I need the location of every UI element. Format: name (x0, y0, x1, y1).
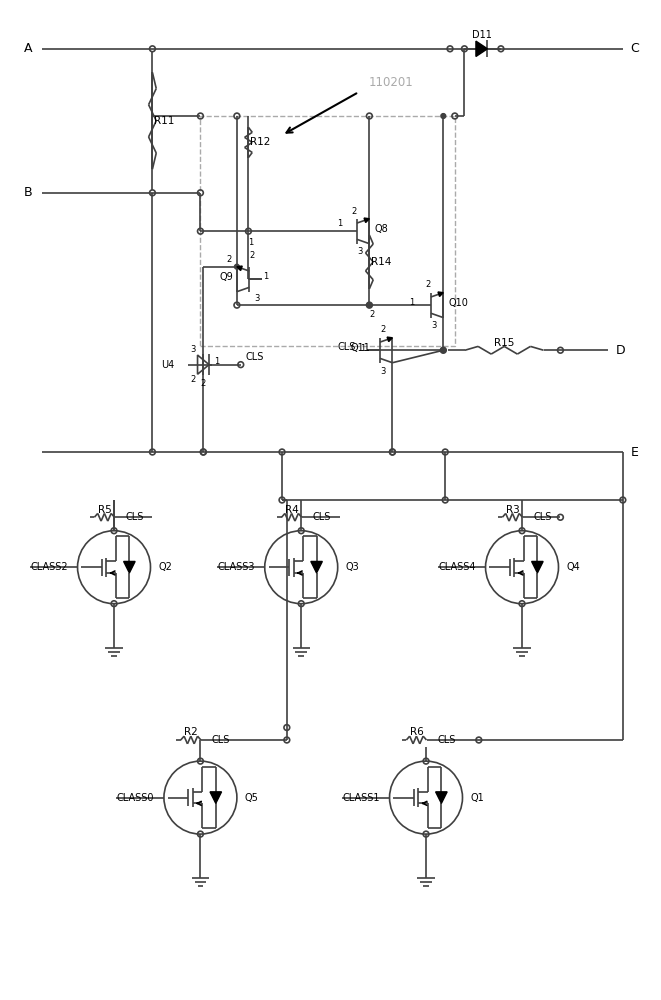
Text: 1: 1 (360, 344, 366, 353)
Polygon shape (531, 561, 543, 573)
Polygon shape (124, 561, 135, 573)
Text: CLASS3: CLASS3 (217, 562, 255, 572)
Text: 2: 2 (250, 251, 255, 260)
Text: CLASS4: CLASS4 (438, 562, 476, 572)
Polygon shape (438, 292, 444, 296)
Text: Q11: Q11 (350, 343, 370, 353)
Text: C: C (631, 42, 639, 55)
Text: R6: R6 (410, 727, 423, 737)
Text: 1: 1 (248, 238, 253, 247)
Text: R15: R15 (494, 338, 514, 348)
Text: R2: R2 (184, 727, 198, 737)
Text: CLASS2: CLASS2 (30, 562, 68, 572)
Text: 2: 2 (201, 379, 206, 388)
Polygon shape (210, 792, 221, 803)
Text: Q3: Q3 (346, 562, 359, 572)
Text: R14: R14 (371, 257, 391, 267)
Text: 2: 2 (369, 310, 375, 319)
Text: E: E (631, 446, 639, 458)
Text: D: D (616, 344, 626, 357)
Polygon shape (436, 792, 447, 803)
Text: CLS: CLS (438, 735, 456, 745)
Circle shape (367, 303, 371, 308)
Circle shape (235, 264, 239, 269)
Polygon shape (364, 218, 369, 223)
Text: CLASS0: CLASS0 (117, 793, 154, 803)
Text: R3: R3 (506, 505, 520, 515)
Text: R12: R12 (250, 137, 270, 147)
Polygon shape (237, 266, 242, 271)
Text: R5: R5 (98, 505, 111, 515)
Circle shape (441, 348, 446, 353)
Text: B: B (24, 186, 32, 199)
Text: 2: 2 (380, 325, 385, 334)
Text: 2: 2 (352, 207, 357, 216)
Text: 110201: 110201 (368, 76, 413, 89)
Text: 2: 2 (227, 255, 232, 264)
Text: CLS: CLS (212, 735, 230, 745)
Text: 2: 2 (425, 280, 430, 289)
Text: 3: 3 (357, 247, 362, 256)
Text: Q5: Q5 (245, 793, 258, 803)
Text: CLS: CLS (126, 512, 144, 522)
Text: Q8: Q8 (374, 224, 388, 234)
Text: 3: 3 (380, 367, 385, 376)
Text: 1: 1 (337, 219, 342, 228)
Text: 3: 3 (190, 345, 196, 354)
Text: CLS: CLS (313, 512, 331, 522)
Text: CLS: CLS (337, 342, 356, 352)
Circle shape (441, 114, 446, 118)
Bar (200, 116, 455, 346)
Polygon shape (387, 337, 393, 342)
Text: 1: 1 (409, 298, 414, 307)
Text: Q4: Q4 (566, 562, 580, 572)
Text: Q2: Q2 (158, 562, 172, 572)
Text: 3: 3 (254, 294, 260, 303)
Text: CLS: CLS (246, 352, 264, 362)
Text: 3: 3 (431, 321, 436, 330)
Text: 2: 2 (190, 375, 196, 384)
Text: Q10: Q10 (448, 298, 468, 308)
Text: D11: D11 (472, 30, 492, 40)
Polygon shape (476, 41, 487, 56)
Text: CLASS1: CLASS1 (342, 793, 380, 803)
Text: R4: R4 (285, 505, 299, 515)
Text: U4: U4 (161, 360, 175, 370)
Text: A: A (24, 42, 32, 55)
Text: 1: 1 (263, 272, 268, 281)
Text: CLS: CLS (533, 512, 552, 522)
Text: Q9: Q9 (219, 272, 233, 282)
Text: 1: 1 (214, 357, 219, 366)
Text: R11: R11 (154, 116, 174, 126)
Polygon shape (311, 561, 323, 573)
Text: Q1: Q1 (470, 793, 484, 803)
